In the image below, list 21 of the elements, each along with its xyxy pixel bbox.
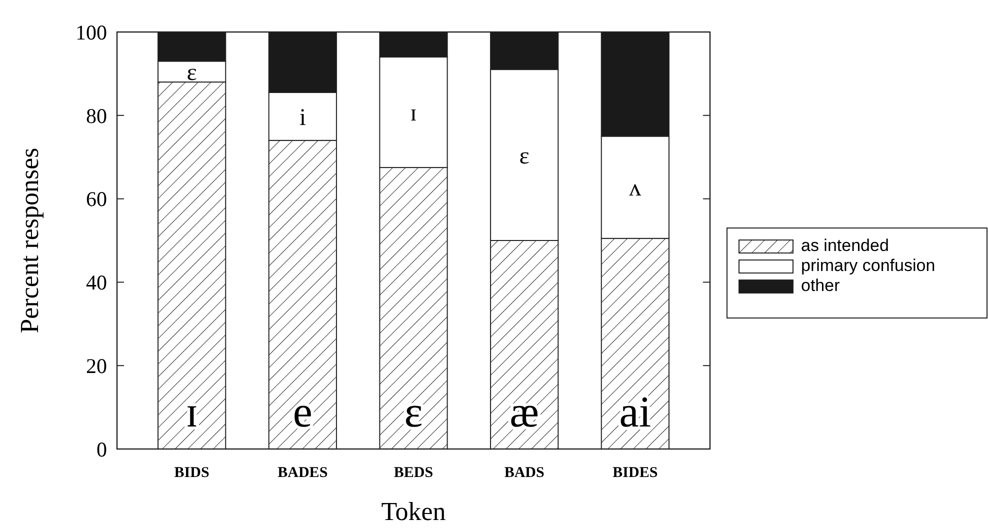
x-tick-label: BADS <box>504 465 544 481</box>
y-tick-label: 0 <box>96 437 107 462</box>
x-tick-label: BIDES <box>612 465 658 481</box>
y-tick-label: 20 <box>86 354 107 378</box>
y-tick-label: 80 <box>86 104 107 128</box>
x-tick-label: BEDS <box>394 465 434 481</box>
y-tick-label: 100 <box>76 20 107 44</box>
annotation: ʌ <box>629 176 642 202</box>
x-tick-label: BIDS <box>174 465 210 481</box>
y-tick-label: 60 <box>86 187 107 212</box>
x-tick-label: BADES <box>278 465 328 481</box>
annotation: ɪ <box>410 100 417 127</box>
annotation: ɛ <box>186 60 197 86</box>
y-tick-label: 40 <box>86 270 107 295</box>
legend-label: other <box>801 276 840 295</box>
x-axis-title: Token <box>381 497 446 526</box>
annotation: i <box>299 104 306 131</box>
legend-label: as intended <box>801 236 889 255</box>
annotation: ɛ <box>519 143 530 170</box>
legend-label: primary confusion <box>801 256 936 275</box>
y-axis-title: Percent responses <box>15 148 44 334</box>
